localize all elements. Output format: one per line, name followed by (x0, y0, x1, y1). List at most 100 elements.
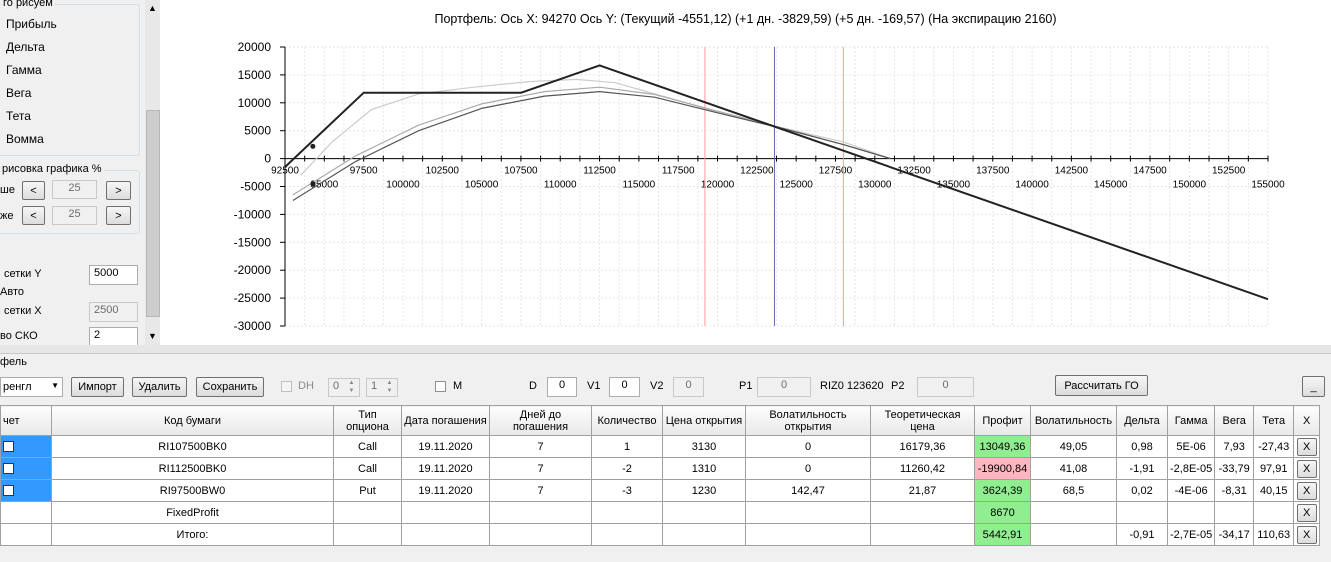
cell-gamma (1166, 501, 1216, 524)
v2-label: V2 (650, 380, 664, 392)
column-header-11[interactable]: Дельта (1116, 405, 1168, 436)
remove-row-button[interactable]: X (1296, 503, 1317, 522)
column-header-6[interactable]: Цена открытия (662, 405, 746, 436)
grid-y-input[interactable]: 5000 (89, 265, 138, 285)
v2-input[interactable]: 0 (673, 377, 704, 397)
plot-option-0[interactable]: Прибыль (6, 17, 57, 31)
column-header-9[interactable]: Профит (974, 405, 1031, 436)
column-header-8[interactable]: Теоретическая цена (870, 405, 975, 436)
minimize-button[interactable]: _ (1302, 376, 1325, 397)
scroll-thumb[interactable] (146, 110, 160, 317)
above-increase-button[interactable]: > (106, 181, 131, 200)
row-checkbox[interactable] (3, 441, 14, 453)
remove-row-button[interactable]: X (1296, 459, 1317, 478)
column-header-7[interactable]: Волатильность открытия (745, 405, 871, 436)
remove-row-button[interactable]: X (1296, 525, 1317, 544)
column-header-12[interactable]: Гамма (1166, 405, 1216, 436)
cell-x: X (1293, 523, 1321, 546)
column-header-10[interactable]: Волатильность (1030, 405, 1117, 436)
cell-vega: 7,93 (1214, 435, 1255, 458)
positions-table[interactable]: чет Код бумаги Тип опциона Дата погашения Дн… (0, 405, 1321, 546)
above-decrease-button[interactable]: < (22, 181, 45, 200)
spin1-input[interactable]: 0 (328, 378, 360, 397)
cell-theo: 11260,42 (870, 457, 975, 480)
sko-input[interactable]: 2 (89, 327, 138, 347)
above-value-field[interactable]: 25 (52, 180, 97, 199)
cell-open_vol (745, 523, 871, 546)
column-header-1[interactable]: Код бумаги (51, 405, 334, 436)
spin1-arrows-icon[interactable]: ▲ ▼ (348, 380, 355, 394)
portfolio-group-title: фель (0, 356, 27, 368)
below-decrease-button[interactable]: < (22, 206, 45, 225)
cell-qty (591, 523, 663, 546)
chevron-down-icon[interactable]: ▼ (51, 381, 59, 390)
remove-row-button[interactable]: X (1296, 481, 1317, 500)
table-row[interactable]: RI112500BK0 Call 19.11.2020 7 -2 1310 0 11260,4… (0, 457, 1321, 480)
row-checkbox-cell[interactable] (0, 479, 52, 502)
column-header-14[interactable]: Тета (1253, 405, 1295, 436)
v1-input[interactable]: 0 (609, 377, 640, 397)
row-checkbox[interactable] (3, 463, 14, 475)
cell-open_vol (745, 501, 871, 524)
import-button[interactable]: Импорт (71, 377, 124, 397)
row-checkbox[interactable] (3, 485, 14, 497)
spin2-arrows-icon[interactable]: ▲ ▼ (386, 380, 393, 394)
row-checkbox-cell[interactable] (0, 523, 52, 546)
cell-vol: 68,5 (1030, 479, 1117, 502)
m-checkbox[interactable] (435, 381, 446, 392)
table-row[interactable]: FixedProfit 8670 X (0, 501, 1321, 524)
column-header-0[interactable]: чет (0, 405, 52, 436)
plot-option-4[interactable]: Тета (6, 109, 31, 123)
below-value-field[interactable]: 25 (52, 206, 97, 225)
p2-input[interactable]: 0 (917, 377, 974, 397)
x-tick-label-lower: 130000 (858, 180, 892, 191)
column-header-15[interactable]: X (1293, 405, 1321, 436)
spin2-input[interactable]: 1 (366, 378, 398, 397)
d-input[interactable]: 0 (547, 377, 577, 397)
chart-area[interactable]: Портфель: Ось X: 94270 Ось Y: (Текущий -… (160, 0, 1331, 345)
p1-input[interactable]: 0 (757, 377, 811, 397)
remove-row-button[interactable]: X (1296, 437, 1317, 456)
cell-open_price (662, 501, 746, 524)
column-header-4[interactable]: Дней до погашения (489, 405, 592, 436)
cell-open_price: 3130 (662, 435, 746, 458)
plot-option-1[interactable]: Дельта (6, 40, 45, 54)
x-tick-label-upper: 107500 (504, 166, 538, 177)
cell-theta: -27,43 (1253, 435, 1295, 458)
column-header-3[interactable]: Дата погашения (401, 405, 490, 436)
below-increase-button[interactable]: > (106, 206, 131, 225)
plot-select-group-title: го рисуем (1, 0, 55, 9)
cell-open_price: 1230 (662, 479, 746, 502)
delete-button[interactable]: Удалить (132, 377, 187, 397)
portfolio-combo[interactable]: ренгл ▼ (0, 377, 63, 397)
scroll-down-icon[interactable]: ▼ (148, 331, 157, 341)
dh-label: DH (298, 380, 314, 392)
row-checkbox-cell[interactable] (0, 435, 52, 458)
cell-open_vol: 0 (745, 435, 871, 458)
table-row[interactable]: Итого: 5442,91 -0,91 -2,7E-05 -34,17 110,63 X (0, 523, 1321, 546)
plot-option-2[interactable]: Гамма (6, 63, 42, 77)
sko-label: во СКО (0, 330, 38, 342)
column-header-2[interactable]: Тип опциона (333, 405, 402, 436)
column-header-5[interactable]: Количество (591, 405, 663, 436)
x-tick-label-lower: 100000 (386, 180, 420, 191)
plot-option-3[interactable]: Вега (6, 86, 32, 100)
cell-date (401, 523, 490, 546)
calculate-go-button[interactable]: Рассчитать ГО (1055, 375, 1148, 396)
row-checkbox-cell[interactable] (0, 501, 52, 524)
row-checkbox-cell[interactable] (0, 457, 52, 480)
dh-checkbox[interactable] (281, 381, 292, 392)
settings-scrollbar[interactable]: ▲ ▼ (145, 0, 160, 345)
scroll-up-icon[interactable]: ▲ (148, 3, 157, 13)
cell-type: Put (333, 479, 402, 502)
cell-open_vol: 142,47 (745, 479, 871, 502)
table-row[interactable]: RI97500BW0 Put 19.11.2020 7 -3 1230 142,47 21,8… (0, 479, 1321, 502)
table-row[interactable]: RI107500BK0 Call 19.11.2020 7 1 3130 0 16179,36… (0, 435, 1321, 458)
column-header-13[interactable]: Вега (1214, 405, 1255, 436)
grid-x-input[interactable]: 2500 (89, 302, 138, 322)
save-button[interactable]: Сохранить (196, 377, 264, 397)
portfolio-chart[interactable]: 20000 15000 10000 5000 0 -5000 -10000 -15000 -20… (160, 0, 1331, 345)
plot-option-5[interactable]: Вомма (6, 132, 44, 146)
y-tick-label: -10000 (234, 207, 272, 221)
splitter[interactable] (0, 345, 1331, 354)
